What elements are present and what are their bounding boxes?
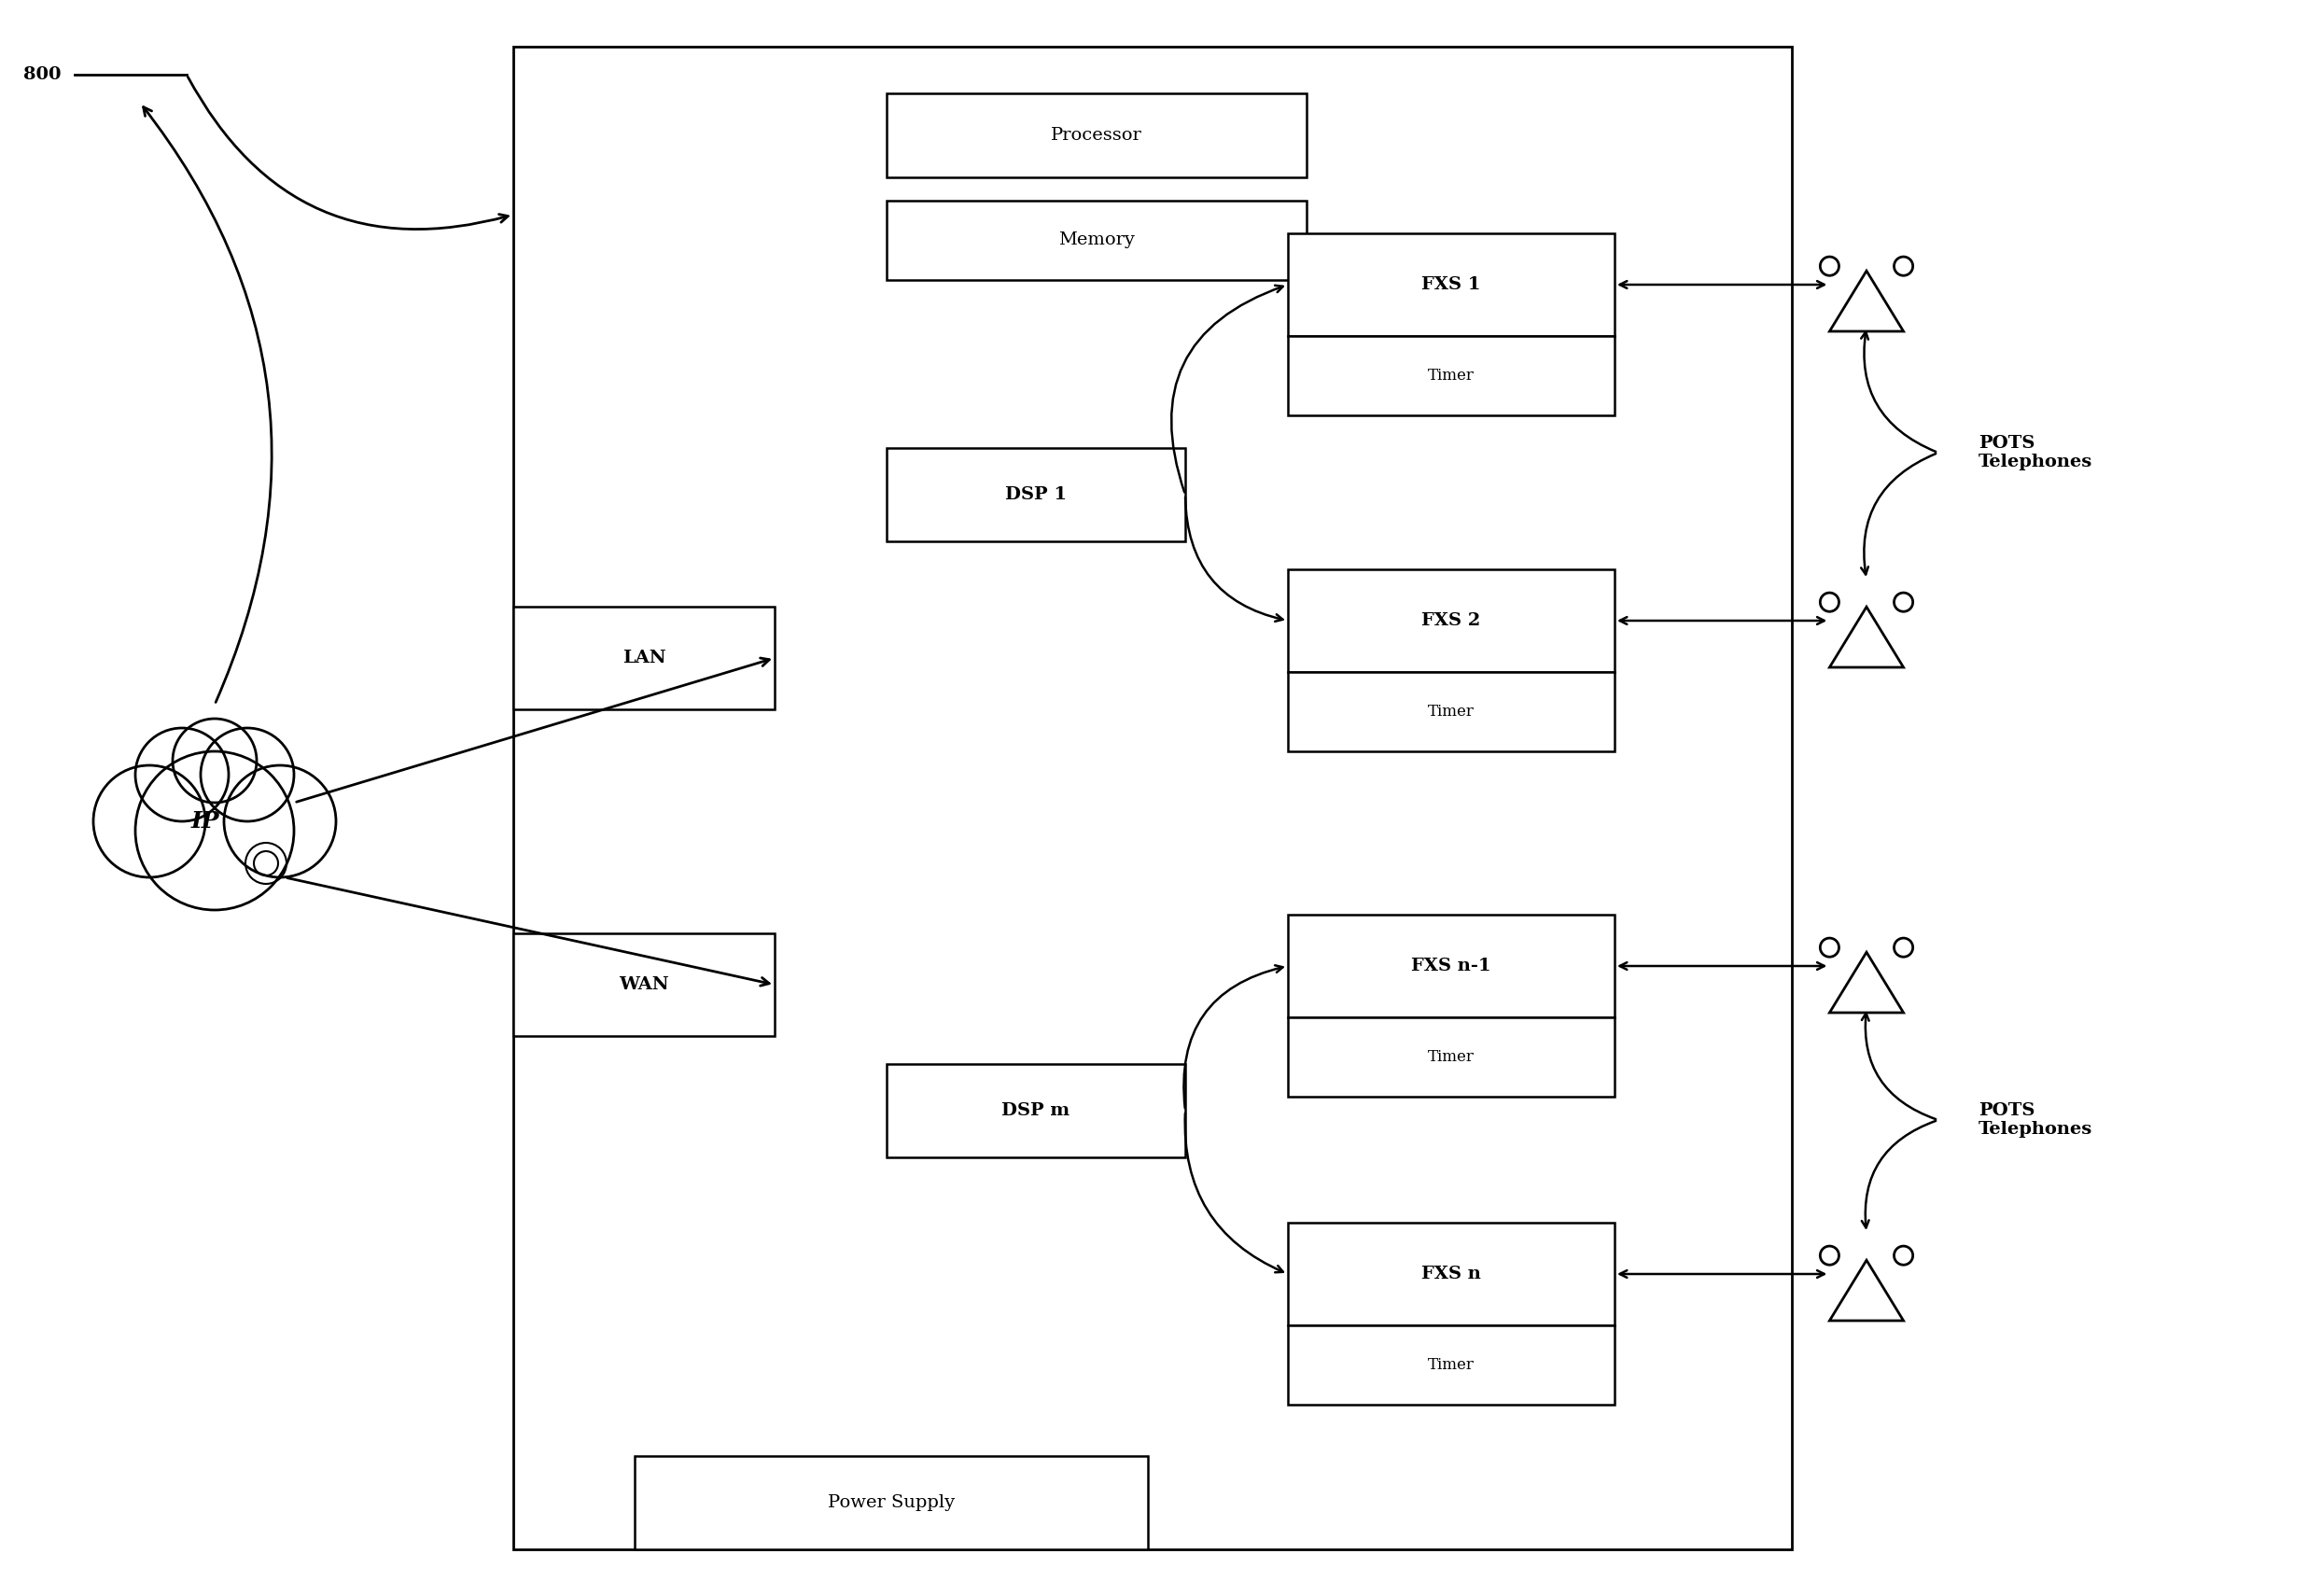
Bar <box>887 1065 1186 1157</box>
Bar <box>1288 915 1615 1017</box>
Text: IP: IP <box>190 811 220 833</box>
Text: FXS 1: FXS 1 <box>1420 276 1481 294</box>
Text: LAN: LAN <box>622 650 666 667</box>
Text: Timer: Timer <box>1427 704 1474 720</box>
Circle shape <box>172 718 258 803</box>
Bar <box>1288 672 1615 752</box>
Bar <box>1288 1017 1615 1096</box>
Bar <box>887 201 1307 279</box>
Circle shape <box>200 728 295 822</box>
Bar <box>1288 337 1615 415</box>
Bar <box>1288 1325 1615 1404</box>
Bar <box>887 448 1186 541</box>
Circle shape <box>225 766 337 878</box>
Text: DSP 1: DSP 1 <box>1005 487 1068 503</box>
Bar <box>513 46 1792 1550</box>
Text: FXS n-1: FXS n-1 <box>1411 958 1490 975</box>
Text: FXS 2: FXS 2 <box>1423 613 1481 629</box>
Text: Timer: Timer <box>1427 1357 1474 1373</box>
Text: Timer: Timer <box>1427 367 1474 383</box>
Bar <box>513 934 775 1036</box>
Bar <box>513 606 775 709</box>
Text: 800: 800 <box>23 67 60 83</box>
Bar <box>1288 233 1615 337</box>
Circle shape <box>135 728 230 822</box>
Bar <box>634 1456 1149 1550</box>
Text: Processor: Processor <box>1051 128 1142 144</box>
Text: POTS
Telephones: POTS Telephones <box>1977 434 2094 471</box>
Text: FXS n: FXS n <box>1420 1266 1481 1283</box>
Text: POTS
Telephones: POTS Telephones <box>1977 1101 2094 1138</box>
Circle shape <box>93 766 204 878</box>
Text: Timer: Timer <box>1427 1049 1474 1065</box>
Text: Memory: Memory <box>1058 231 1135 249</box>
Bar <box>1288 570 1615 672</box>
Text: Power Supply: Power Supply <box>829 1494 954 1511</box>
Bar <box>887 93 1307 177</box>
Text: DSP m: DSP m <box>1003 1103 1070 1119</box>
Bar <box>1288 1223 1615 1325</box>
Text: WAN: WAN <box>620 977 668 993</box>
Circle shape <box>135 752 295 910</box>
